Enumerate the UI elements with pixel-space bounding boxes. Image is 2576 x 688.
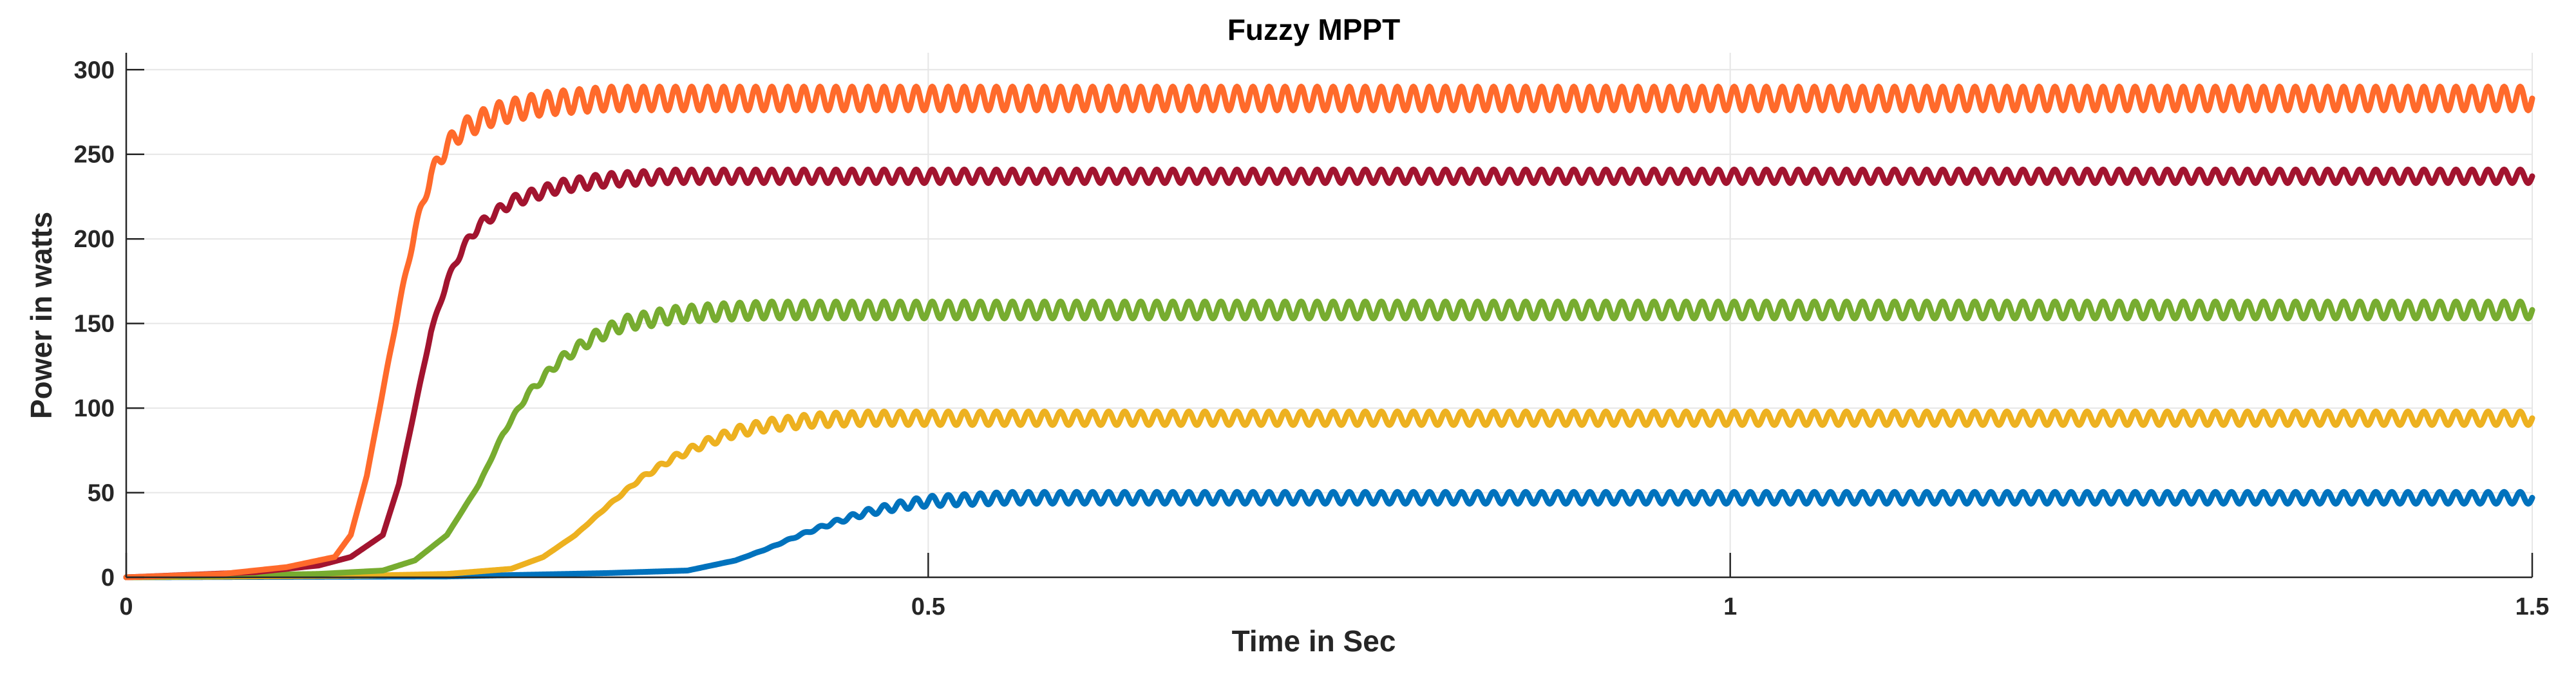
x-tick-label: 1 — [1723, 593, 1737, 620]
series-line-4 — [123, 166, 2535, 581]
series-line-3 — [123, 298, 2535, 581]
y-axis-title: Power in watts — [24, 212, 58, 419]
series-line-2 — [123, 408, 2535, 581]
y-tick-label: 250 — [74, 142, 115, 169]
x-tick-label: 0.5 — [911, 593, 945, 620]
x-tick-label: 1.5 — [2515, 593, 2550, 620]
x-tick-label: 0 — [119, 593, 133, 620]
series-line-5 — [123, 84, 2535, 581]
axes: 0 50 100 150 200 250 300 0 0.5 1 1.5 — [74, 53, 2550, 620]
y-tick-label: 300 — [74, 57, 115, 84]
chart-title: Fuzzy MPPT — [1227, 13, 1400, 46]
y-tick-label: 150 — [74, 311, 115, 338]
series-line-1 — [123, 488, 2535, 581]
y-tick-label: 200 — [74, 226, 115, 253]
y-tick-label: 50 — [88, 480, 115, 507]
y-tick-label: 100 — [74, 395, 115, 422]
x-axis-title: Time in Sec — [1232, 624, 1396, 658]
y-tick-label: 0 — [101, 564, 115, 591]
series-lines — [123, 84, 2535, 581]
